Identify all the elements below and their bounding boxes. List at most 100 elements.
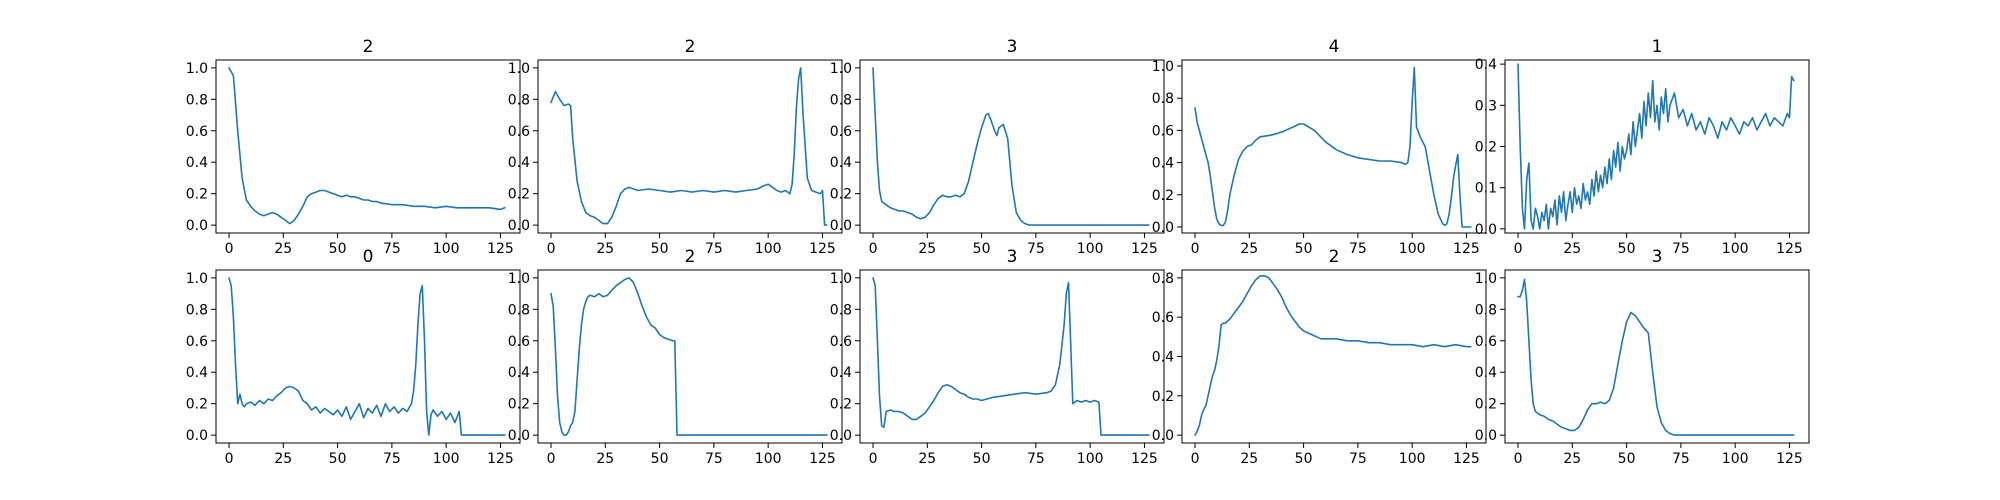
x-tick-label: 25 — [274, 241, 292, 257]
x-tick-label: 75 — [1349, 241, 1367, 257]
subplot-title: 3 — [1007, 247, 1018, 267]
y-tick-label: 0.6 — [186, 334, 208, 350]
x-tick-label: 125 — [1131, 241, 1158, 257]
x-tick-label: 100 — [1399, 241, 1426, 257]
x-tick-label: 50 — [973, 451, 991, 467]
x-tick-label: 0 — [1514, 451, 1523, 467]
x-tick-label: 0 — [225, 451, 234, 467]
y-tick-label: 0.6 — [508, 334, 530, 350]
y-tick-label: 0.2 — [1475, 397, 1497, 413]
x-tick-label: 100 — [433, 241, 460, 257]
x-tick-label: 25 — [918, 451, 936, 467]
x-tick-label: 100 — [1722, 451, 1749, 467]
subplot-title: 2 — [685, 37, 696, 57]
series-line — [1517, 63, 1795, 230]
subplot-1: 0 25 50 75 100 125 0.0 0.2 0.4 0.6 0.8 1.0 2 — [186, 37, 521, 257]
y-tick-label: 1.0 — [830, 271, 852, 287]
x-tick-label: 75 — [705, 451, 723, 467]
series-line — [1194, 66, 1472, 228]
x-tick-label: 50 — [651, 241, 669, 257]
x-tick-label: 125 — [487, 241, 514, 257]
x-tick-label: 75 — [383, 451, 401, 467]
x-tick-label: 25 — [274, 451, 292, 467]
y-tick-label: 0.2 — [1152, 389, 1174, 405]
y-tick-label: 0.8 — [830, 92, 852, 108]
series-line — [228, 277, 506, 436]
subplot-5: 0 25 50 75 100 125 0.0 0.1 0.2 0.3 0.4 1 — [1475, 37, 1810, 257]
y-tick-label: 0.2 — [508, 187, 530, 203]
x-tick-label: 125 — [1776, 241, 1803, 257]
y-tick-label: 0.4 — [830, 365, 852, 381]
y-tick-label: 1.0 — [1475, 271, 1497, 287]
y-tick-label: 0.6 — [830, 124, 852, 140]
series-line — [1517, 278, 1795, 436]
series-line — [872, 67, 1150, 226]
x-tick-label: 100 — [755, 451, 782, 467]
x-tick-label: 75 — [1672, 451, 1690, 467]
x-tick-label: 50 — [1295, 451, 1313, 467]
x-tick-label: 50 — [1295, 241, 1313, 257]
axes-frame — [215, 59, 521, 234]
y-tick-label: 0.2 — [186, 397, 208, 413]
subplot-2: 0 25 50 75 100 125 0.0 0.2 0.4 0.6 0.8 1.0 2 — [508, 37, 843, 257]
y-tick-label: 0.6 — [508, 124, 530, 140]
axes-frame — [537, 59, 843, 234]
series-line — [1194, 275, 1472, 436]
y-tick-label: 0.0 — [830, 218, 852, 234]
x-tick-label: 125 — [809, 241, 836, 257]
axes-frame — [1181, 59, 1487, 234]
subplot-6: 0 25 50 75 100 125 0.0 0.2 0.4 0.6 0.8 1.0 0 — [186, 247, 521, 467]
y-tick-label: 0.8 — [1152, 91, 1174, 107]
x-tick-label: 0 — [1191, 451, 1200, 467]
x-tick-label: 75 — [1349, 451, 1367, 467]
subplot-8: 0 25 50 75 100 125 0.0 0.2 0.4 0.6 0.8 1.0 3 — [830, 247, 1165, 467]
x-tick-label: 100 — [755, 241, 782, 257]
series-line — [872, 277, 1150, 436]
subplot-title: 2 — [685, 247, 696, 267]
y-tick-label: 0.4 — [1152, 350, 1174, 366]
x-tick-label: 50 — [1618, 241, 1636, 257]
subplot-9: 0 25 50 75 100 125 0.0 0.2 0.4 0.6 0.8 2 — [1152, 247, 1487, 467]
x-tick-label: 25 — [596, 241, 614, 257]
y-tick-label: 0.4 — [830, 155, 852, 171]
y-tick-label: 0.0 — [1152, 220, 1174, 236]
x-tick-label: 75 — [1027, 451, 1045, 467]
subplot-title: 3 — [1007, 37, 1018, 57]
x-tick-label: 50 — [329, 241, 347, 257]
axes-frame — [1504, 269, 1810, 444]
x-tick-label: 125 — [487, 451, 514, 467]
x-tick-label: 0 — [547, 451, 556, 467]
y-tick-label: 0.2 — [186, 187, 208, 203]
y-tick-label: 1.0 — [508, 271, 530, 287]
y-tick-label: 0.6 — [1475, 334, 1497, 350]
y-tick-label: 0.0 — [1475, 428, 1497, 444]
x-tick-label: 25 — [1240, 451, 1258, 467]
x-tick-label: 100 — [1399, 451, 1426, 467]
x-tick-label: 25 — [596, 451, 614, 467]
y-tick-label: 0.8 — [1152, 271, 1174, 287]
x-tick-label: 100 — [433, 451, 460, 467]
x-tick-label: 75 — [705, 241, 723, 257]
y-tick-label: 0.0 — [1475, 222, 1497, 238]
axes-frame — [537, 269, 843, 444]
x-tick-label: 0 — [225, 241, 234, 257]
y-tick-label: 0.4 — [186, 365, 208, 381]
x-tick-label: 0 — [869, 451, 878, 467]
y-tick-label: 0.1 — [1475, 181, 1497, 197]
y-tick-label: 0.0 — [186, 218, 208, 234]
x-tick-label: 0 — [1514, 241, 1523, 257]
y-tick-label: 0.0 — [508, 218, 530, 234]
y-tick-label: 0.6 — [1152, 123, 1174, 139]
subplot-title: 1 — [1652, 37, 1663, 57]
y-tick-label: 0.8 — [186, 302, 208, 318]
y-tick-label: 1.0 — [186, 61, 208, 77]
x-tick-label: 125 — [1776, 451, 1803, 467]
x-tick-label: 50 — [651, 451, 669, 467]
subplot-title: 4 — [1329, 37, 1340, 57]
axes-frame — [859, 59, 1165, 234]
y-tick-label: 0.6 — [830, 334, 852, 350]
x-tick-label: 125 — [1131, 451, 1158, 467]
y-tick-label: 0.4 — [508, 365, 530, 381]
y-tick-label: 0.8 — [830, 302, 852, 318]
subplot-title: 0 — [363, 247, 374, 267]
